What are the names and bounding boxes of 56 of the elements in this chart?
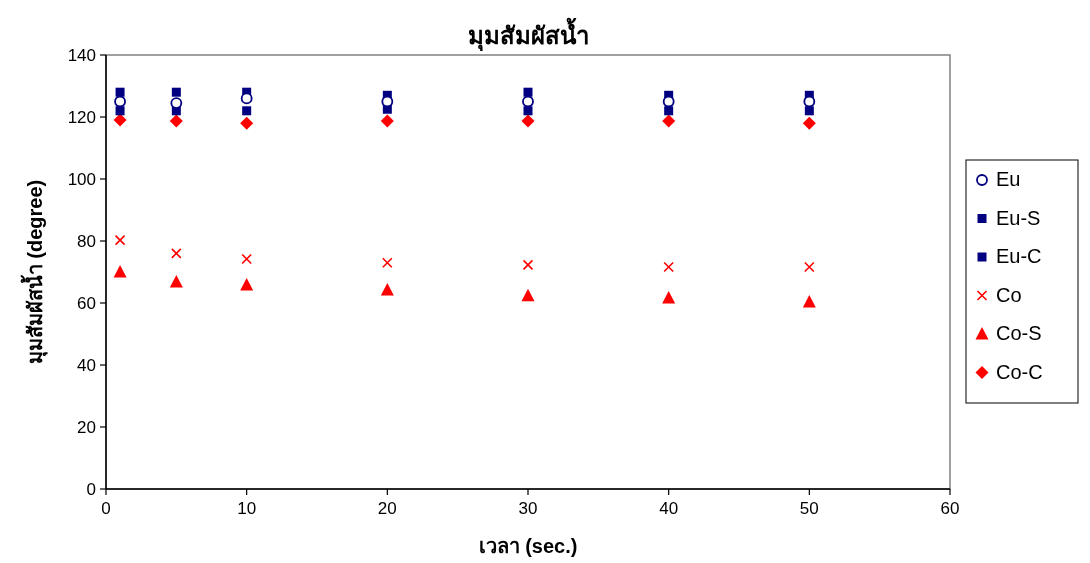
point [663, 261, 674, 273]
chart-title: มุมสัมผัสน้ำ [467, 17, 589, 52]
point [169, 274, 183, 288]
point [240, 278, 254, 291]
x-tick-label: 10 [237, 499, 257, 518]
point [662, 291, 676, 304]
point [171, 87, 181, 97]
x-tick-label: 60 [940, 499, 960, 518]
point [802, 116, 816, 130]
y-tick-label: 0 [86, 480, 96, 499]
y-axis-title: มุมสัมผัสน้ำ (degree) [20, 179, 48, 365]
point [113, 113, 127, 127]
y-tick-label: 140 [67, 46, 96, 65]
x-axis-title: เวลา (sec.) [478, 535, 578, 557]
y-tick-label: 20 [77, 418, 96, 437]
point [240, 116, 254, 130]
point [169, 114, 183, 128]
point [113, 265, 127, 278]
legend-label: Co [996, 283, 1022, 306]
point [523, 106, 533, 116]
y-tick-label: 40 [77, 356, 96, 375]
y-tick-label: 60 [77, 294, 96, 313]
x-tick-label: 40 [659, 499, 679, 518]
point [382, 257, 393, 268]
y-tick-label: 120 [67, 108, 96, 127]
legend-label: Co-C [996, 360, 1043, 383]
legend-label: Eu-S [996, 206, 1041, 229]
point [171, 248, 182, 259]
point [664, 106, 674, 116]
point [242, 106, 252, 116]
x-tick-label: 0 [101, 499, 111, 518]
point [114, 95, 126, 108]
point [522, 259, 534, 271]
point [521, 114, 535, 128]
x-tick-label: 50 [799, 499, 819, 518]
y-tick-label: 80 [77, 232, 96, 251]
x-tick-label: 20 [377, 499, 397, 518]
legend-label: Eu [996, 168, 1021, 190]
x-tick-label: 30 [518, 499, 538, 518]
point [115, 87, 125, 97]
point [804, 106, 814, 116]
legend-label: Co-S [996, 322, 1042, 344]
point [523, 87, 533, 97]
point [380, 114, 394, 128]
point [521, 288, 535, 302]
point [115, 106, 125, 116]
point [804, 261, 815, 273]
legend-label: Eu-C [996, 245, 1042, 267]
point [241, 253, 252, 265]
point [170, 97, 183, 109]
point [522, 95, 534, 108]
point [802, 295, 816, 308]
y-tick-label: 100 [67, 170, 96, 189]
point [662, 114, 676, 128]
point [380, 282, 394, 296]
point [114, 234, 126, 246]
